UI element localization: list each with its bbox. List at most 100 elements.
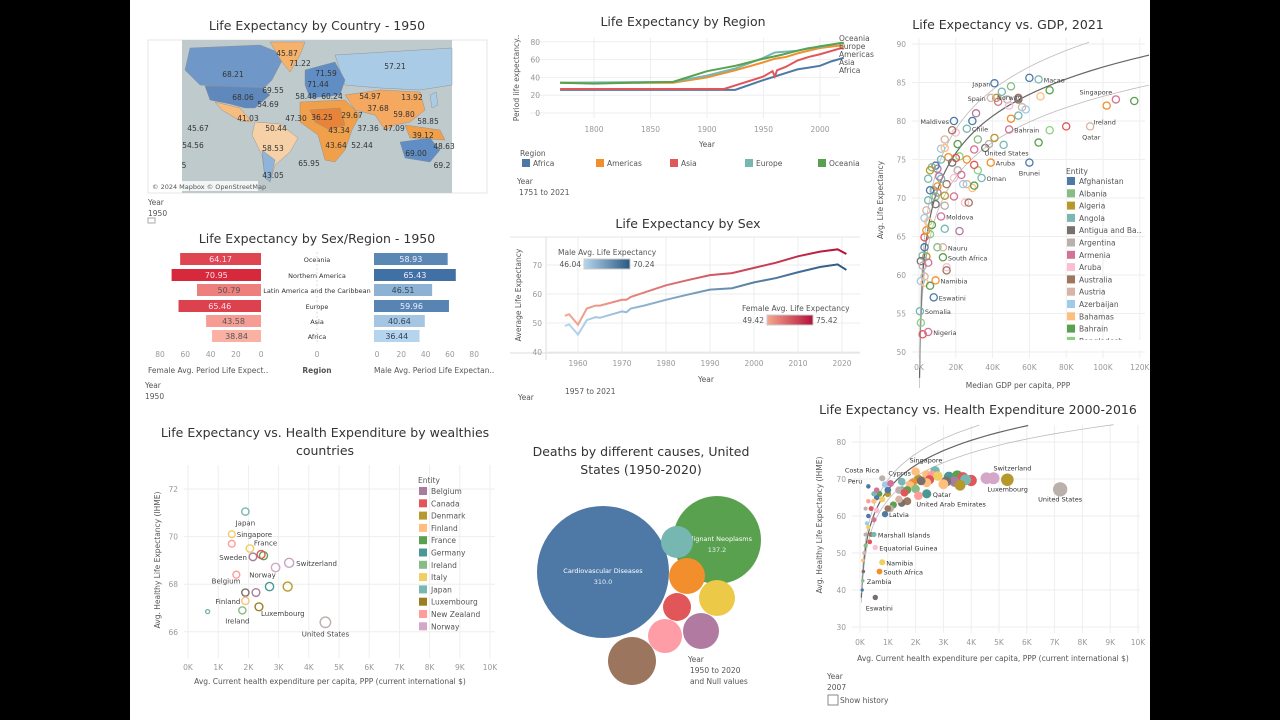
data-point[interactable] bbox=[1025, 158, 1034, 167]
legend-label[interactable]: Norway bbox=[431, 622, 460, 631]
data-point[interactable] bbox=[1006, 114, 1016, 123]
data-point[interactable] bbox=[940, 135, 950, 144]
data-point[interactable] bbox=[873, 487, 880, 493]
data-point[interactable] bbox=[872, 544, 878, 551]
data-point[interactable] bbox=[923, 196, 933, 205]
legend-label[interactable]: Aruba bbox=[1079, 263, 1101, 272]
data-point[interactable] bbox=[977, 173, 986, 183]
data-point[interactable] bbox=[1014, 111, 1023, 120]
data-point[interactable] bbox=[911, 484, 920, 494]
data-point[interactable] bbox=[923, 327, 933, 337]
data-point[interactable] bbox=[962, 124, 972, 133]
data-point[interactable] bbox=[871, 498, 877, 504]
data-point[interactable] bbox=[993, 97, 1003, 107]
data-point[interactable] bbox=[1130, 96, 1139, 106]
data-point[interactable] bbox=[1052, 482, 1068, 497]
data-point[interactable] bbox=[862, 551, 867, 555]
data-point[interactable] bbox=[958, 179, 968, 189]
data-point[interactable] bbox=[969, 181, 979, 190]
data-point[interactable] bbox=[918, 251, 927, 260]
data-point[interactable] bbox=[938, 243, 948, 252]
legend-label[interactable]: Luxembourg bbox=[431, 598, 478, 607]
data-point[interactable] bbox=[987, 472, 1000, 485]
bubble[interactable] bbox=[608, 637, 656, 685]
data-point[interactable] bbox=[861, 569, 866, 574]
data-point[interactable] bbox=[1111, 95, 1121, 104]
legend-label[interactable]: Algeria bbox=[1079, 202, 1105, 211]
gdp-legend[interactable]: Afghanistan Albania Algeria Angola Antigua a… bbox=[1064, 177, 1144, 350]
legend-label[interactable]: Europe bbox=[756, 159, 783, 168]
data-point[interactable] bbox=[936, 212, 946, 221]
legend-label[interactable]: Japan bbox=[430, 585, 452, 594]
legend-label[interactable]: Americas bbox=[607, 159, 642, 168]
bubble[interactable] bbox=[669, 558, 705, 594]
map-attribution[interactable]: © 2024 Mapbox © OpenStreetMap bbox=[152, 183, 266, 191]
data-point[interactable] bbox=[866, 513, 871, 519]
data-point[interactable] bbox=[999, 140, 1008, 150]
data-point[interactable] bbox=[866, 498, 871, 504]
data-point[interactable] bbox=[968, 183, 977, 193]
legend-label[interactable]: Armenia bbox=[1079, 251, 1110, 260]
data-point[interactable] bbox=[923, 174, 933, 183]
data-point[interactable] bbox=[1045, 125, 1054, 135]
data-point[interactable] bbox=[1034, 138, 1043, 147]
data-point[interactable] bbox=[955, 226, 964, 236]
data-point[interactable] bbox=[873, 507, 880, 514]
data-point[interactable] bbox=[1025, 73, 1034, 83]
bubble[interactable] bbox=[699, 580, 735, 616]
data-point[interactable] bbox=[922, 206, 931, 215]
data-point[interactable] bbox=[863, 543, 868, 548]
data-point[interactable] bbox=[934, 172, 944, 181]
data-point[interactable] bbox=[1036, 92, 1045, 101]
data-point[interactable] bbox=[962, 155, 972, 164]
legend-label[interactable]: France bbox=[431, 536, 456, 545]
data-point[interactable] bbox=[227, 530, 236, 539]
bubble[interactable] bbox=[663, 593, 691, 621]
data-point[interactable] bbox=[990, 133, 999, 143]
data-point[interactable] bbox=[971, 109, 981, 118]
data-point[interactable] bbox=[872, 594, 878, 601]
data-point[interactable] bbox=[949, 173, 959, 183]
data-point[interactable] bbox=[984, 139, 994, 149]
data-point[interactable] bbox=[895, 495, 903, 504]
data-point[interactable] bbox=[871, 517, 877, 523]
data-point[interactable] bbox=[270, 562, 281, 573]
data-point[interactable] bbox=[251, 587, 261, 598]
data-point[interactable] bbox=[940, 191, 950, 200]
data-point[interactable] bbox=[938, 479, 949, 490]
data-point[interactable] bbox=[990, 79, 999, 88]
data-point[interactable] bbox=[957, 170, 966, 180]
bubble-cardiovascular-diseases[interactable] bbox=[537, 506, 669, 638]
data-point[interactable] bbox=[1045, 85, 1054, 95]
data-point[interactable] bbox=[942, 266, 951, 275]
legend-label[interactable]: Antigua and Ba.. bbox=[1079, 226, 1141, 235]
legend-label[interactable]: Oceania bbox=[829, 159, 860, 168]
data-point[interactable] bbox=[911, 467, 920, 476]
data-point[interactable] bbox=[923, 258, 933, 267]
data-point[interactable] bbox=[866, 524, 871, 530]
data-point[interactable] bbox=[1021, 105, 1030, 114]
data-point[interactable] bbox=[922, 226, 931, 235]
data-point[interactable] bbox=[861, 579, 865, 583]
data-point[interactable] bbox=[241, 507, 250, 516]
data-point[interactable] bbox=[954, 479, 966, 491]
data-point[interactable] bbox=[861, 558, 865, 563]
data-point[interactable] bbox=[241, 596, 250, 606]
data-point[interactable] bbox=[1102, 101, 1111, 110]
legend-label[interactable]: Bahamas bbox=[1079, 312, 1114, 321]
data-point[interactable] bbox=[860, 588, 864, 592]
data-point[interactable] bbox=[960, 198, 970, 207]
wealthy-legend[interactable]: Belgium Canada Denmark Finland France Germany… bbox=[419, 487, 481, 631]
data-point[interactable] bbox=[915, 306, 925, 316]
data-point[interactable] bbox=[964, 198, 973, 207]
legend-label[interactable]: Bahrain bbox=[1079, 325, 1108, 334]
data-point[interactable] bbox=[1014, 93, 1023, 103]
data-point[interactable] bbox=[936, 155, 946, 164]
data-point[interactable] bbox=[949, 192, 959, 201]
data-point[interactable] bbox=[227, 539, 236, 548]
data-point[interactable] bbox=[879, 496, 886, 503]
data-point[interactable] bbox=[241, 588, 250, 597]
legend-label[interactable]: Finland bbox=[431, 524, 458, 533]
data-point[interactable] bbox=[938, 253, 948, 262]
data-point[interactable] bbox=[881, 510, 889, 518]
